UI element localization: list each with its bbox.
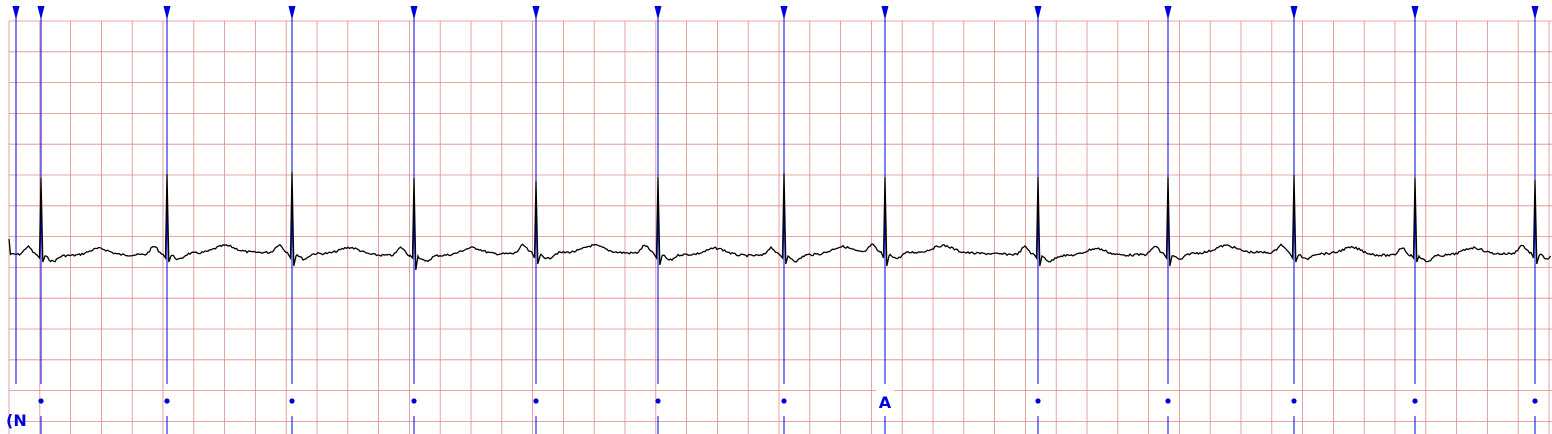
beat-marker-arrow <box>532 6 540 20</box>
beat-label-dot <box>655 398 661 404</box>
beat-label-bg <box>876 389 894 413</box>
beat-marker-arrow <box>1531 6 1539 20</box>
beat-marker-arrow <box>1411 6 1419 20</box>
beat-label-dot <box>411 398 417 404</box>
beat-label-dot <box>164 398 170 404</box>
beat-label-dot <box>1035 398 1041 404</box>
beat-label-dot <box>533 398 539 404</box>
rhythm-label: (N <box>6 411 27 430</box>
beat-marker-arrow <box>780 6 788 20</box>
beat-label-dot <box>1165 398 1171 404</box>
beat-marker-arrow <box>163 6 171 20</box>
beat-label-dot <box>1291 398 1297 404</box>
beat-annotation-labels: (N A <box>6 389 1538 430</box>
beat-label-dot <box>1532 398 1538 404</box>
beat-annotation-lines <box>12 6 1539 434</box>
beat-marker-arrow <box>288 6 296 20</box>
beat-marker-arrow <box>37 6 45 20</box>
beat-marker-arrow <box>654 6 662 20</box>
beat-marker-arrow <box>12 6 20 20</box>
beat-label-dot <box>781 398 787 404</box>
beat-marker-arrow <box>410 6 418 20</box>
beat-marker-arrow <box>1290 6 1298 20</box>
beat-label-dot <box>1412 398 1418 404</box>
beat-label-text: A <box>879 393 892 412</box>
beat-marker-arrow <box>881 6 889 20</box>
beat-marker-arrow <box>1034 6 1042 20</box>
beat-label-dot <box>289 398 295 404</box>
grid <box>8 20 1552 434</box>
beat-marker-arrow <box>1164 6 1172 20</box>
ecg-trace <box>8 171 1552 271</box>
beat-label-dot <box>38 398 44 404</box>
